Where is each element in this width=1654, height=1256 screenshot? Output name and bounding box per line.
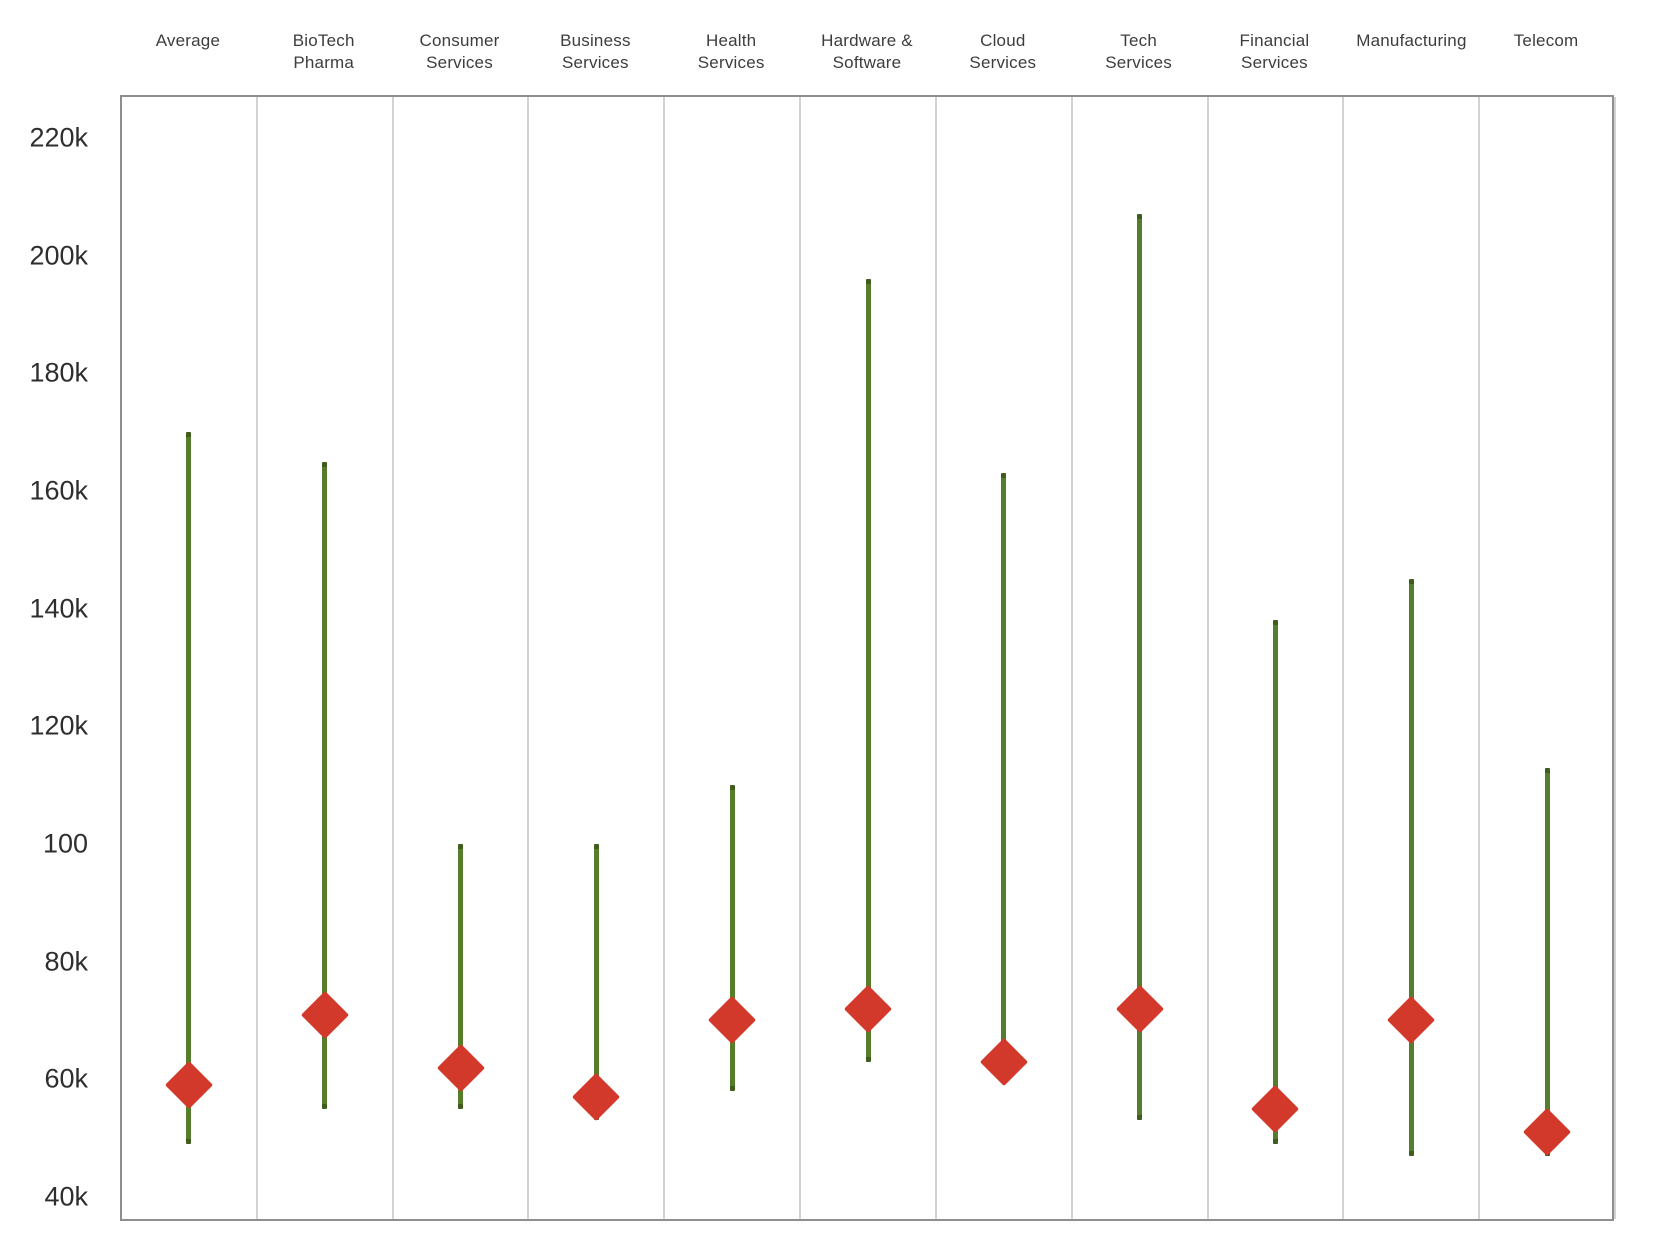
category-column [1209, 97, 1345, 1219]
y-tick-label: 100 [42, 828, 88, 859]
column-header-label: BioTech Pharma [292, 31, 355, 72]
column-header: Manufacturing [1342, 30, 1478, 52]
column-header: Telecom [1478, 30, 1614, 52]
y-tick-label: 200k [29, 240, 88, 271]
range-line [186, 432, 192, 1145]
column-header-label: Financial Services [1239, 31, 1310, 72]
category-column [665, 97, 802, 1219]
y-tick-label: 120k [29, 710, 88, 741]
column-header-label: Telecom [1513, 31, 1579, 50]
column-header-label: Tech Services [1105, 31, 1173, 72]
category-column [122, 97, 258, 1219]
column-header-label: Consumer Services [419, 31, 500, 72]
y-tick-label: 80k [44, 946, 88, 977]
range-line [1544, 767, 1550, 1156]
range-line [729, 785, 735, 1092]
column-header: Hardware & Software [799, 30, 935, 74]
y-tick-label: 180k [29, 357, 88, 388]
column-header: Business Services [527, 30, 663, 74]
range-line [322, 461, 328, 1109]
column-header: Average [120, 30, 256, 52]
category-column [258, 97, 394, 1219]
column-header: Health Services [663, 30, 799, 74]
category-column [801, 97, 937, 1219]
range-line [1272, 620, 1278, 1145]
column-header-label: Cloud Services [969, 31, 1037, 72]
category-column [529, 97, 666, 1219]
category-column [1480, 97, 1616, 1219]
y-tick-label: 140k [29, 593, 88, 624]
column-header-label: Average [155, 31, 221, 50]
column-header: Consumer Services [392, 30, 528, 74]
range-line [593, 843, 599, 1121]
y-tick-label: 220k [29, 122, 88, 153]
y-tick-label: 60k [44, 1063, 88, 1094]
column-header: Financial Services [1207, 30, 1343, 74]
range-line [1408, 579, 1414, 1156]
column-header-label: Manufacturing [1356, 31, 1467, 50]
category-column [394, 97, 530, 1219]
category-column [937, 97, 1073, 1219]
column-header: Tech Services [1071, 30, 1207, 74]
y-tick-label: 40k [44, 1181, 88, 1212]
column-header: Cloud Services [935, 30, 1071, 74]
y-axis: 220k 200k 180k 160k 140k 120k 100 80k 60k 40k [0, 0, 88, 1256]
column-headers: Average BioTech Pharma Consumer Services Bu… [120, 30, 1614, 90]
column-header: BioTech Pharma [256, 30, 392, 74]
range-line [1001, 473, 1007, 1080]
column-header-label: Business Services [560, 31, 631, 72]
range-line [865, 279, 871, 1062]
y-tick-label: 160k [29, 475, 88, 506]
plot-area [120, 95, 1616, 1221]
column-header-label: Hardware & Software [821, 31, 913, 72]
range-line [458, 843, 464, 1109]
category-column [1344, 97, 1481, 1219]
range-line [1137, 214, 1143, 1121]
column-header-label: Health Services [697, 31, 765, 72]
category-column [1073, 97, 1209, 1219]
